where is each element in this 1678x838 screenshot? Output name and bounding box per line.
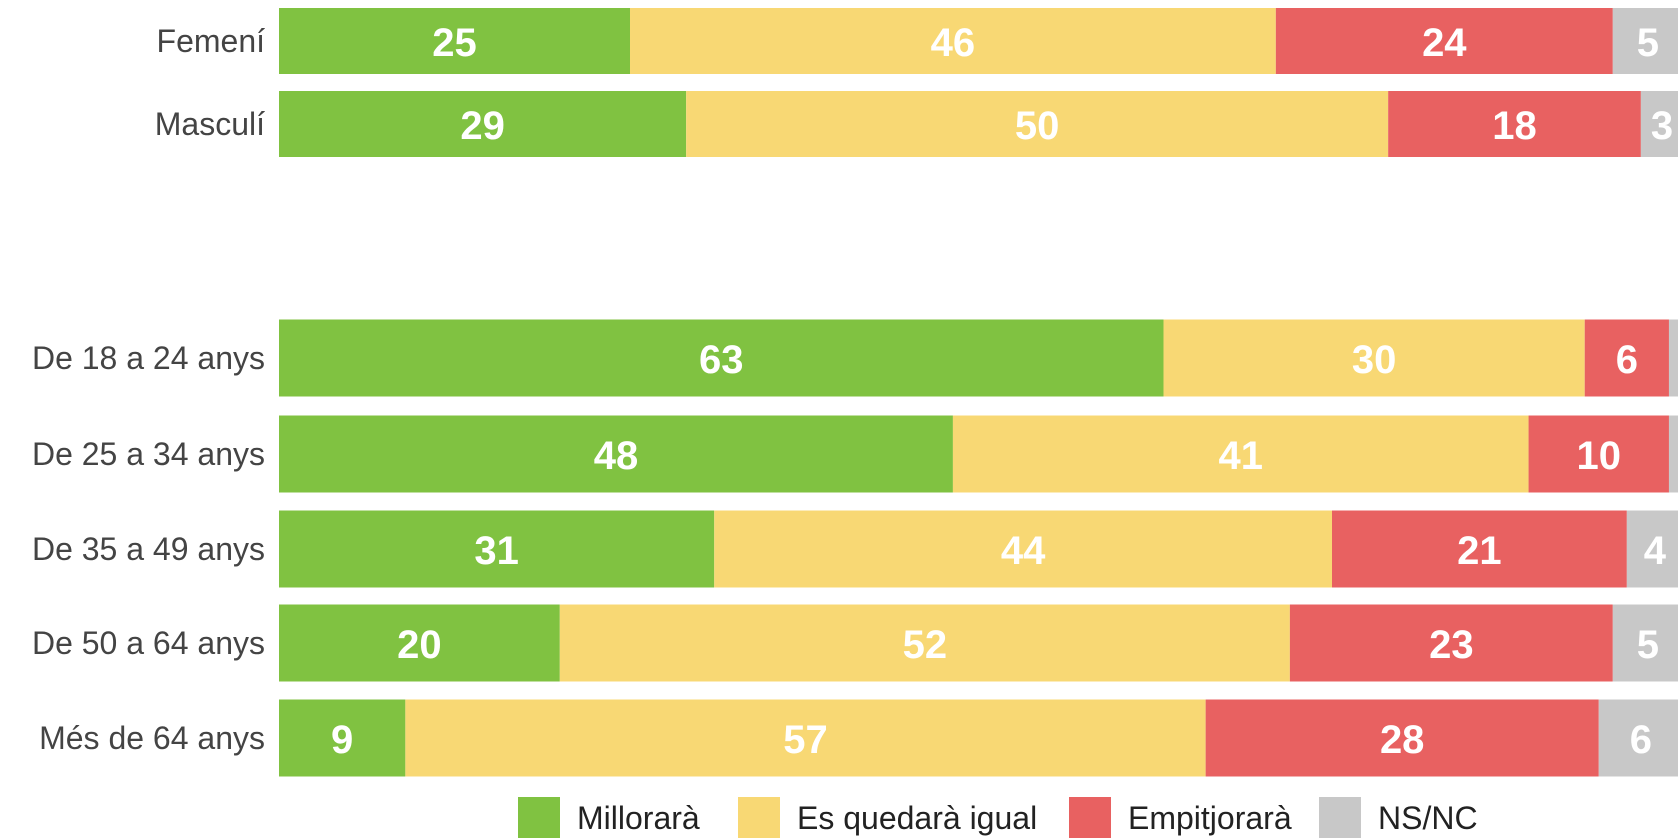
- bar-segment: [1626, 510, 1678, 588]
- value-label: 3: [1651, 104, 1673, 148]
- value-label: 25: [432, 21, 477, 65]
- legend-swatch: [1069, 797, 1111, 838]
- value-label: 21: [1457, 529, 1502, 573]
- bar-segment: [1640, 91, 1678, 157]
- value-label: 29: [460, 104, 505, 148]
- bar-segment: [1528, 415, 1669, 493]
- value-label: 63: [699, 338, 744, 382]
- bar-segment: [1275, 8, 1613, 74]
- bar-segment: [714, 510, 1332, 588]
- value-label: 18: [1492, 104, 1537, 148]
- bar-segment: [279, 604, 560, 682]
- bar-segment: [1612, 604, 1678, 682]
- y-tick-label: De 18 a 24 anys: [32, 340, 265, 376]
- bar-segment: [405, 699, 1206, 777]
- legend-label: Es quedarà igual: [797, 800, 1037, 836]
- y-tick-label: Masculí: [155, 106, 265, 142]
- bar-segment: [279, 699, 406, 777]
- bar-segment: [1388, 91, 1641, 157]
- bar-segment: [952, 415, 1529, 493]
- bar-segment: [559, 604, 1290, 682]
- bar-segment: [1163, 319, 1585, 397]
- y-tick-label: Més de 64 anys: [39, 720, 265, 756]
- legend-swatch: [518, 797, 560, 838]
- bar-segment: [279, 415, 953, 493]
- bar-segment: [1598, 699, 1678, 777]
- y-tick-label: De 35 a 49 anys: [32, 531, 265, 567]
- bar-segment: [630, 8, 1276, 74]
- bar-segment: [279, 8, 630, 74]
- legend-label: Empitjorarà: [1128, 800, 1292, 836]
- value-label: 31: [474, 529, 519, 573]
- value-label: 5: [1637, 21, 1659, 65]
- value-label: 46: [931, 21, 976, 65]
- bar-segment: [279, 91, 687, 157]
- value-label: 4: [1644, 529, 1667, 573]
- value-label: 23: [1429, 623, 1474, 667]
- bar-segment: [279, 510, 715, 588]
- y-tick-label: Femení: [157, 23, 266, 59]
- value-label: 6: [1630, 718, 1652, 762]
- value-label: 50: [1015, 104, 1060, 148]
- value-label: 5: [1637, 623, 1659, 667]
- y-tick-label: De 25 a 34 anys: [32, 436, 265, 472]
- value-label: 20: [397, 623, 442, 667]
- bar-segment: [1289, 604, 1613, 682]
- y-tick-label: De 50 a 64 anys: [32, 625, 265, 661]
- bar-segment: [1668, 415, 1678, 493]
- value-label: 10: [1577, 434, 1622, 478]
- bar-segment: [1668, 319, 1678, 397]
- value-label: 57: [783, 718, 828, 762]
- legend-label: NS/NC: [1378, 800, 1478, 836]
- value-label: 6: [1616, 338, 1638, 382]
- value-label: 30: [1352, 338, 1397, 382]
- value-label: 52: [903, 623, 948, 667]
- value-label: 48: [594, 434, 639, 478]
- legend-label: Millorarà: [577, 800, 700, 836]
- value-label: 9: [331, 718, 353, 762]
- value-label: 28: [1380, 718, 1425, 762]
- legend-swatch: [738, 797, 780, 838]
- bar-segment: [1584, 319, 1669, 397]
- bar-segment: [1332, 510, 1627, 588]
- value-label: 41: [1218, 434, 1263, 478]
- value-label: 24: [1422, 21, 1467, 65]
- value-label: 44: [1001, 529, 1046, 573]
- bar-segment: [686, 91, 1389, 157]
- bar-segment: [1612, 8, 1678, 74]
- bar-segment: [279, 319, 1164, 397]
- legend-swatch: [1319, 797, 1361, 838]
- bar-segment: [1205, 699, 1599, 777]
